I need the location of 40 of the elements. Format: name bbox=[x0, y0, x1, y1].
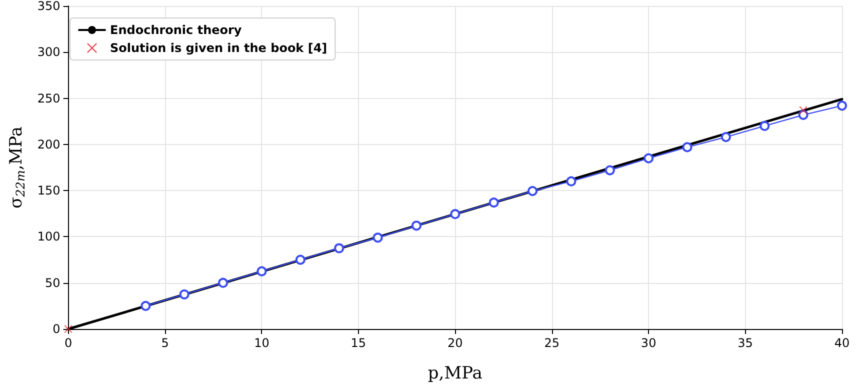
x-tick-label: 15 bbox=[350, 336, 366, 350]
x-tick-label: 25 bbox=[544, 336, 560, 350]
point bbox=[488, 198, 499, 208]
y-tick-label: 50 bbox=[45, 276, 60, 290]
y-tick-label: 250 bbox=[37, 91, 60, 106]
point bbox=[334, 243, 344, 254]
y-tick-label: 200 bbox=[37, 137, 60, 152]
x-tick-label: 10 bbox=[254, 336, 270, 350]
legend-label: Endochronic theory bbox=[110, 23, 242, 37]
x-tick-label: 20 bbox=[448, 336, 463, 350]
y-tick-label: 350 bbox=[37, 0, 60, 13]
x-tick-label: 30 bbox=[640, 336, 656, 350]
point bbox=[218, 278, 228, 288]
point bbox=[720, 132, 731, 142]
point bbox=[799, 106, 808, 114]
y-tick-label: 0 bbox=[52, 322, 60, 336]
x-tick-label: 5 bbox=[161, 336, 169, 350]
x-tick-label: 40 bbox=[834, 336, 850, 350]
point bbox=[528, 186, 538, 196]
point bbox=[372, 232, 383, 243]
point bbox=[604, 165, 615, 176]
x-tick-label: 0 bbox=[64, 336, 72, 350]
x-tick-label: 35 bbox=[738, 336, 753, 350]
point bbox=[411, 220, 422, 231]
point bbox=[682, 142, 692, 152]
y-tick-label: 300 bbox=[37, 45, 60, 60]
y-tick-label: 100 bbox=[37, 230, 60, 244]
x-axis-title: p,MPa bbox=[428, 364, 482, 384]
point bbox=[837, 100, 847, 111]
point bbox=[644, 153, 654, 164]
point bbox=[295, 254, 306, 265]
point bbox=[179, 289, 190, 300]
point bbox=[450, 209, 460, 220]
point bbox=[140, 300, 151, 311]
point bbox=[566, 176, 576, 186]
point bbox=[760, 120, 770, 131]
y-axis-title: σ22m,MPa bbox=[6, 126, 28, 208]
point bbox=[256, 266, 267, 276]
y-tick-label: 150 bbox=[37, 184, 60, 198]
legend-label: Solution is given in the book [4] bbox=[110, 41, 328, 55]
